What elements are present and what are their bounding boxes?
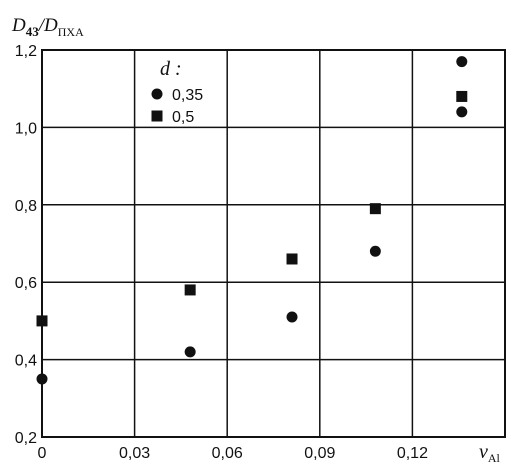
legend-title: d : (160, 58, 182, 80)
data-point-square (369, 203, 381, 215)
legend-entry-label: 0,5 (172, 109, 194, 126)
data-point-circle (456, 106, 468, 118)
y-axis-label-main: D (11, 15, 26, 36)
x-tick-label: 0,09 (304, 445, 335, 462)
data-point-circle (369, 245, 381, 257)
x-axis-label-sub: Al (488, 451, 501, 465)
grid (42, 50, 505, 437)
data-point-circle (286, 311, 298, 323)
y-tick-label: 0,6 (15, 275, 37, 292)
y-axis-label-sub2: ПХА (58, 25, 84, 39)
x-tick-label: 0 (38, 445, 47, 462)
data-point-square (456, 90, 468, 102)
data-point-circle (36, 373, 48, 385)
data-point-circle (456, 56, 468, 68)
y-tick-labels: 0,2 0,4 0,6 0,8 1,0 1,2 (15, 43, 37, 447)
x-axis-label-main: ν (479, 441, 488, 463)
plot-frame (41, 49, 506, 438)
legend-marker-circle (151, 88, 163, 100)
legend-entries: 0,35 0,5 (151, 87, 203, 126)
legend-entry-label: 0,35 (172, 87, 203, 104)
legend-marker-square (151, 110, 163, 122)
y-tick-label: 0,8 (15, 198, 37, 215)
y-tick-label: 1,0 (15, 120, 37, 137)
y-axis-label: D43/DПХА (11, 15, 84, 39)
y-tick-label: 0,2 (15, 430, 37, 447)
data-points (36, 56, 468, 385)
y-axis-label-sep: /D (38, 15, 58, 36)
x-tick-label: 0,03 (119, 445, 150, 462)
x-tick-labels: 0 0,03 0,06 0,09 0,12 (38, 445, 429, 462)
x-axis-label: νAl (479, 441, 501, 465)
data-point-circle (184, 346, 196, 358)
legend: d : 0,35 0,5 (151, 58, 203, 126)
data-point-square (286, 253, 298, 265)
x-tick-label: 0,06 (212, 445, 243, 462)
data-point-square (184, 284, 196, 296)
y-tick-label: 1,2 (15, 43, 37, 60)
data-point-square (36, 315, 48, 327)
y-axis-label-sub1: 43 (26, 24, 40, 39)
y-tick-label: 0,4 (15, 353, 37, 370)
x-tick-label: 0,12 (397, 445, 428, 462)
